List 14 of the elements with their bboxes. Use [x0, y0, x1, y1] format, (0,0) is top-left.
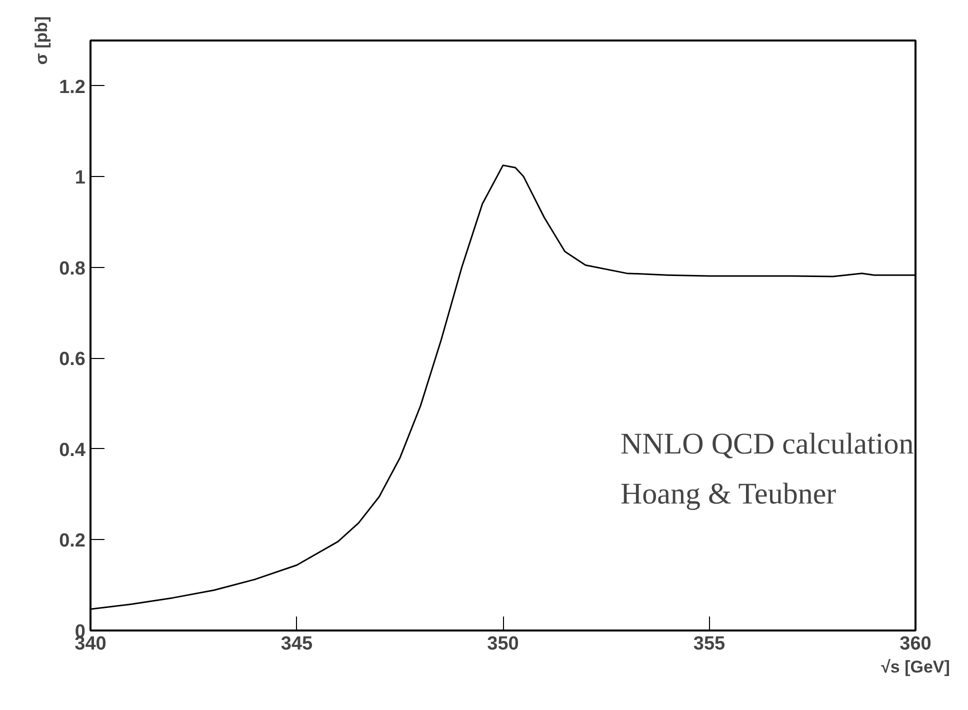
x-axis-title: √s [GeV]: [881, 658, 950, 676]
x-tick-label: 350: [487, 634, 519, 654]
annotation: NNLO QCD calculation: [620, 428, 914, 460]
y-tick-label: 0.4: [59, 440, 86, 461]
x-tick-label: 360: [900, 634, 932, 654]
y-tick-label: 0.6: [59, 349, 86, 370]
annotation: Hoang & Teubner: [620, 478, 836, 510]
y-tick-label: 1.2: [59, 76, 86, 98]
y-tick-label: 0.8: [59, 258, 86, 280]
y-axis-title: σ [pb]: [32, 16, 52, 65]
x-tick-label: 345: [280, 634, 314, 654]
x-tick-label: 355: [693, 634, 726, 654]
y-tick-label: 1: [74, 168, 86, 189]
y-tick-label: 0.2: [59, 530, 86, 552]
